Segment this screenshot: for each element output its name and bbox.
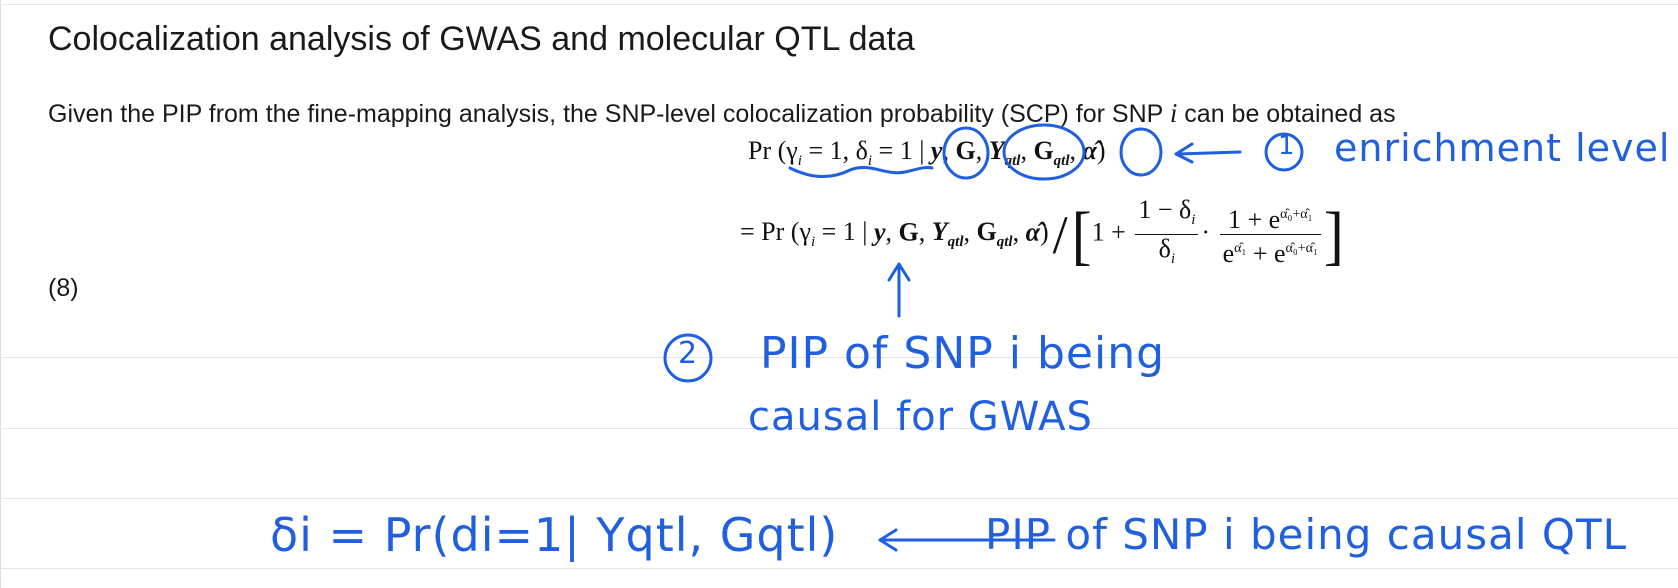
note2-number: 2 [678,336,699,371]
note3-comment: PIP of SNP i being causal QTL [985,510,1627,559]
equation-line-2: = Pr (γi = 1 | y, G, Yqtl, Gqtl, α̂)/[1 … [740,196,1344,273]
section-title: Colocalization analysis of GWAS and mole… [48,20,915,58]
arrow-left-icon-2 [878,528,1056,552]
fraction-enrichment: 1 + eα̂₀+α̂₁ eα̂₁ + eα̂₀+α̂₁ [1219,201,1321,268]
pr-operator: Pr [748,136,772,165]
left-border [0,0,1,588]
lead: = Pr (γi = 1 | [740,217,874,251]
term-y: y [873,217,886,247]
division-slash: / [1052,204,1068,265]
note1-number: 1 [1278,131,1296,161]
note3-delta-definition: δi = Pr(di=1| Yqtl, Gqtl) [270,508,839,562]
note1-text: enrichment level [1334,126,1671,170]
left-bracket: [ [1071,198,1092,271]
arrow-left-icon [1174,142,1242,164]
divider [0,357,1678,358]
one-plus: 1 + [1091,217,1126,247]
circle-number-1 [1264,132,1304,172]
term-alpha-hat: α̂ [1082,136,1097,165]
condition-left: (γi = 1, δi = 1 | [777,136,931,169]
circle-y [942,126,990,180]
term-Yqtl: Yqtl [931,217,964,251]
equation-number: (8) [48,274,79,302]
dot-operator: · [1201,217,1211,247]
divider [0,428,1678,429]
divider [0,568,1678,569]
circle-number-2 [663,333,713,383]
note2-line1: PIP of SNP i being [760,328,1166,379]
underline-squiggle [788,166,934,179]
circle-alpha [1119,127,1163,177]
circle-G-Yqtl [1002,123,1086,181]
note2-line2: causal for GWAS [748,394,1093,440]
right-bracket: ] [1323,198,1344,271]
paragraph-text: Given the PIP from the fine-mapping anal… [48,100,1170,128]
term-Gqtl: Gqtl [1033,136,1070,169]
term-G: G [955,136,976,165]
paragraph: Given the PIP from the fine-mapping anal… [48,98,1396,129]
close-paren: ) [1039,217,1049,247]
paragraph-text-end: can be obtained as [1177,100,1396,128]
term-alpha-hat: α̂ [1025,217,1040,247]
term-G: G [898,217,919,247]
divider [0,498,1678,499]
arrow-up-icon [887,262,911,318]
close-paren: ) [1096,136,1106,165]
term-y: y [930,136,943,165]
term-Gqtl: Gqtl [976,217,1013,251]
equation-line-1: Pr (γi = 1, δi = 1 | y, G, Yqtl, Gqtl, α… [748,136,1106,169]
snp-variable: i [1169,98,1178,128]
divider [0,4,1678,5]
fraction-delta: 1 − δi δi [1135,196,1199,273]
